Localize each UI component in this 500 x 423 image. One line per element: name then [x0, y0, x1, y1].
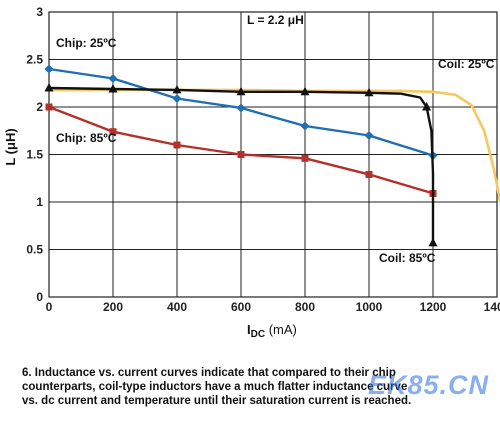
label-chip-85: Chip: 85ºC — [56, 131, 117, 145]
caption-line-2: counterparts, coil-type inductors have a… — [22, 381, 408, 393]
data-point-chip-25-c — [172, 93, 182, 103]
y-tick-label: 2 — [36, 100, 43, 114]
data-point-chip-85-c — [109, 128, 117, 136]
series-line-coil-85-c — [48, 86, 435, 243]
x-tick-label: 800 — [295, 300, 315, 314]
watermark: EK85.CN — [368, 370, 490, 400]
data-point-chip-25-c — [364, 131, 374, 140]
label-coil-25: Coil: 25ºC — [438, 57, 495, 71]
data-point-chip-85-c — [173, 141, 181, 149]
data-point-coil-85-c — [108, 83, 118, 93]
data-point-chip-25-c — [236, 103, 246, 113]
inductance-annotation: L = 2.2 μH — [247, 13, 304, 27]
data-point-chip-85-c — [45, 103, 53, 111]
y-axis-title: L (μH) — [3, 128, 18, 165]
data-point-coil-85-c — [236, 86, 246, 96]
x-tick-label: 0 — [46, 300, 53, 314]
plot-area-border — [48, 11, 498, 298]
data-point-chip-25-c — [44, 64, 54, 74]
data-point-coil-85-c — [422, 102, 432, 111]
series-layer — [44, 64, 500, 247]
data-point-chip-85-c — [301, 154, 309, 162]
x-axis-title: IDC (mA) — [247, 322, 297, 340]
data-point-coil-85-c — [44, 83, 54, 92]
data-point-chip-25-c — [300, 121, 310, 131]
y-tick-label: 2.5 — [26, 53, 43, 67]
x-axis-title-unit: (mA) — [265, 322, 297, 337]
x-tick-label: 1000 — [356, 300, 383, 314]
label-coil-85: Coil: 85ºC — [379, 251, 436, 265]
caption-line-3: vs. dc current and temperature until the… — [22, 395, 412, 407]
y-tick-label: 0.5 — [26, 243, 43, 257]
data-point-coil-85-c — [364, 87, 374, 97]
data-point-chip-25-c — [108, 74, 118, 83]
y-tick-label: 0 — [36, 290, 43, 304]
x-axis-title-main: I — [247, 322, 251, 337]
data-point-coil-85-c — [300, 86, 310, 96]
y-tick-label: 1 — [36, 195, 43, 209]
x-axis-title-sub: DC — [251, 329, 265, 340]
x-tick-label: 1200 — [420, 300, 447, 314]
y-tick-label: 3 — [36, 5, 43, 19]
x-tick-label: 600 — [231, 300, 251, 314]
data-point-coil-85-c — [428, 237, 438, 247]
y-tick-label: 1.5 — [26, 148, 43, 162]
label-chip-25: Chip: 25ºC — [56, 36, 117, 50]
figure-caption: 6. Inductance vs. current curves indicat… — [22, 366, 492, 408]
data-point-coil-85-c — [172, 84, 182, 94]
x-tick-label: 200 — [103, 300, 123, 314]
caption-line-1: 6. Inductance vs. current curves indicat… — [22, 367, 396, 379]
data-point-chip-85-c — [365, 170, 373, 178]
data-point-chip-85-c — [237, 151, 245, 158]
x-tick-label: 400 — [167, 300, 187, 314]
